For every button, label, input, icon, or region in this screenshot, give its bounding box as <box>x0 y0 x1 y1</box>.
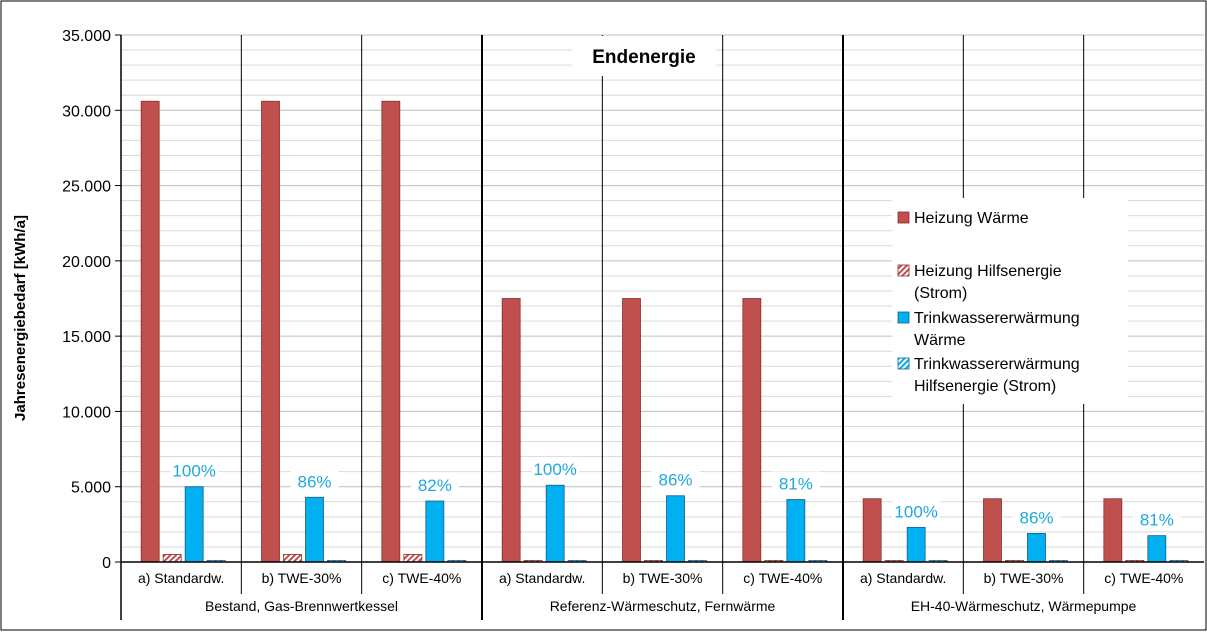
category-label: a) Standardw. <box>499 570 585 586</box>
legend-entry-text: Trinkwassererwärmung <box>914 356 1080 373</box>
bar <box>1103 498 1123 563</box>
bar <box>381 100 401 563</box>
pct-label-bg <box>170 458 219 481</box>
bar <box>742 298 762 563</box>
legend-swatch <box>897 357 910 370</box>
category-label: b) TWE-30% <box>984 570 1064 586</box>
legend-bg <box>892 198 1128 404</box>
bar <box>140 100 160 563</box>
bar <box>983 498 1002 563</box>
pct-label-bg <box>1132 507 1181 530</box>
labels-layer: 0 5.000 10.000 15.000 20.000 25.000 30.000 35.0… <box>62 28 1183 614</box>
legend-swatch <box>897 211 910 224</box>
bar <box>1027 532 1046 563</box>
category-label: a) Standardw. <box>860 570 946 586</box>
bars-layer <box>140 100 1189 563</box>
legend-entry-text: (Strom) <box>914 285 967 302</box>
pct-label-bg <box>531 457 580 480</box>
pct-label: 100% <box>894 502 937 521</box>
bar <box>545 484 565 563</box>
bar <box>501 298 521 563</box>
category-label: a) Standardw. <box>138 570 224 586</box>
legend-swatch <box>897 264 910 277</box>
y-axis-label: Jahresenergiebedarf [kWh/a] <box>12 215 29 421</box>
chart-title-box: Endenergie <box>572 36 716 76</box>
y-tick-label: 10.000 <box>62 404 111 421</box>
y-tick-label: 0 <box>102 555 111 572</box>
pct-label: 86% <box>1019 508 1053 527</box>
grid-layer <box>121 34 1204 548</box>
bar <box>786 499 806 563</box>
legend-entry-text: Heizung Hilfsenergie <box>914 263 1062 280</box>
bar <box>906 526 926 563</box>
pct-label: 86% <box>297 472 331 491</box>
y-tick-label: 20.000 <box>62 254 111 271</box>
pct-label-bg <box>290 469 339 492</box>
pct-label-bg <box>651 467 700 490</box>
y-tick-label: 30.000 <box>62 103 111 120</box>
category-label: c) TWE-40% <box>743 570 822 586</box>
pct-label: 82% <box>418 476 452 495</box>
group-label: Bestand, Gas-Brennwertkessel <box>205 598 398 614</box>
y-tick-label: 5.000 <box>71 480 111 497</box>
category-label: b) TWE-30% <box>262 570 342 586</box>
legend-entry-text: Wärme <box>914 332 966 349</box>
bar <box>403 554 423 563</box>
y-tick-label: 35.000 <box>62 28 111 45</box>
legend-entry-text: Heizung Wärme <box>914 210 1029 227</box>
y-tick-label: 25.000 <box>62 179 111 196</box>
pct-label-bg <box>892 499 941 522</box>
bar <box>261 100 280 563</box>
pct-label: 100% <box>172 462 215 481</box>
pct-label: 86% <box>658 471 692 490</box>
pct-label: 81% <box>1140 511 1174 530</box>
pct-label: 100% <box>533 460 576 479</box>
bar <box>1147 535 1167 563</box>
legend-entry-text: Trinkwassererwärmung <box>914 310 1080 327</box>
category-label: c) TWE-40% <box>1104 570 1183 586</box>
bar <box>283 554 302 563</box>
y-tick-label: 15.000 <box>62 329 111 346</box>
chart-title: Endenergie <box>592 47 695 68</box>
pct-label: 81% <box>779 475 813 494</box>
category-label: c) TWE-40% <box>382 570 461 586</box>
bar <box>622 298 641 563</box>
bar <box>862 498 882 563</box>
bar <box>305 496 324 563</box>
pct-label-bg <box>1012 505 1061 528</box>
bar <box>162 554 182 563</box>
category-label: b) TWE-30% <box>623 570 703 586</box>
legend-entry-text: Hilfsenergie (Strom) <box>914 378 1056 395</box>
legend-swatch <box>897 311 910 324</box>
pct-label-bg <box>771 471 820 494</box>
bar <box>184 486 204 563</box>
group-label: Referenz-Wärmeschutz, Fernwärme <box>550 598 776 614</box>
pct-label-bg <box>410 473 459 496</box>
legend: Heizung Wärme Heizung Hilfsenergie (Strom)… <box>892 198 1128 404</box>
bar <box>666 495 685 563</box>
group-label: EH-40-Wärmeschutz, Wärmepumpe <box>911 598 1137 614</box>
bar <box>425 500 445 563</box>
